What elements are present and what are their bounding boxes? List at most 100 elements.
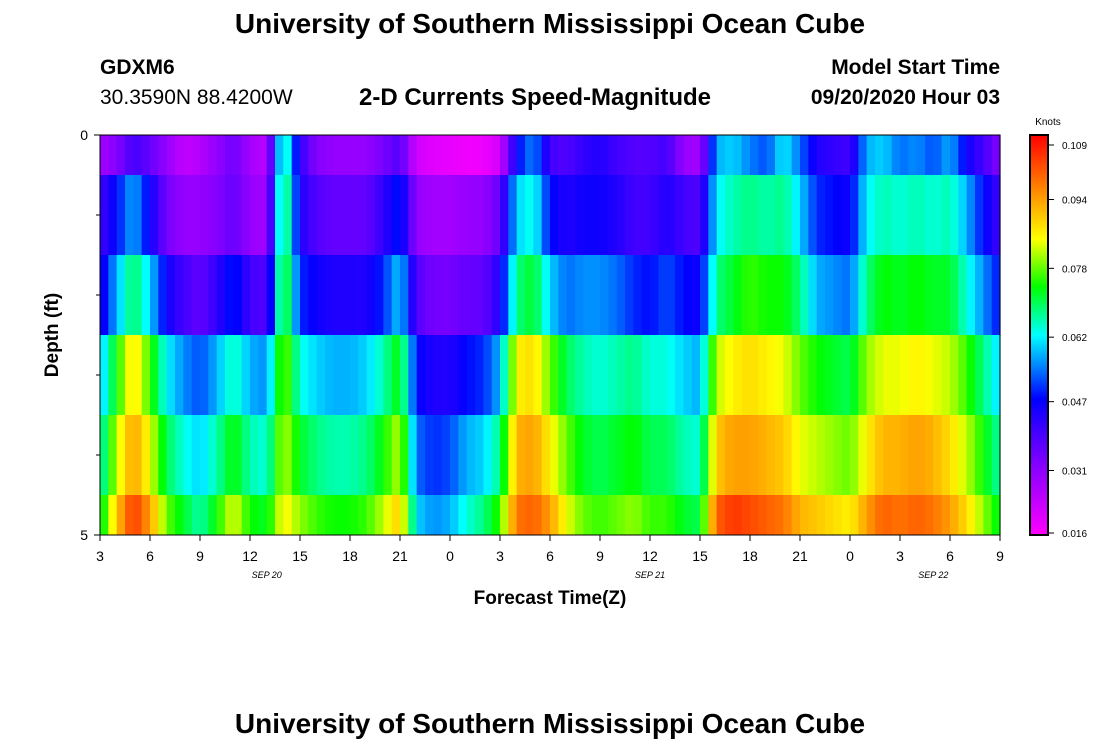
heatmap-cell: [333, 495, 343, 536]
heatmap-cell: [658, 415, 668, 496]
colorbar-tick-label: 0.062: [1062, 333, 1087, 344]
heatmap-cell: [475, 415, 484, 496]
heatmap-cell: [950, 415, 959, 496]
heatmap-cell: [891, 335, 901, 416]
heatmap-cell: [850, 415, 859, 496]
heatmap-cell: [791, 175, 801, 256]
heatmap-cell: [258, 255, 268, 336]
heatmap-cell: [825, 255, 834, 336]
heatmap-cell: [800, 495, 809, 536]
heatmap-cell: [791, 335, 801, 416]
heatmap-cell: [983, 255, 993, 336]
heatmap-cell: [125, 335, 134, 416]
heatmap-cell: [158, 415, 168, 496]
colorbar-ticks: 0.109 0.094 0.078 0.062 0.047 0.031 0.016: [1048, 141, 1087, 540]
heatmap-cell: [450, 175, 459, 256]
heatmap-cell: [558, 415, 568, 496]
heatmap-cell: [383, 495, 393, 536]
heatmap-cell: [566, 255, 576, 336]
heatmap-cell: [275, 175, 284, 256]
heatmap-cell: [433, 135, 443, 176]
heatmap-cell: [691, 175, 701, 256]
heatmap-cell: [808, 335, 818, 416]
heatmap-cell: [775, 175, 784, 256]
heatmap-cell: [966, 255, 976, 336]
heatmap-cell: [733, 415, 743, 496]
heatmap-cell: [341, 255, 351, 336]
heatmap-cell: [200, 255, 209, 336]
heatmap-cell: [833, 495, 843, 536]
heatmap-cell: [333, 335, 343, 416]
heatmap-cell: [400, 135, 409, 176]
heatmap-cell: [116, 415, 126, 496]
heatmap-cell: [725, 335, 734, 416]
heatmap-cell: [391, 255, 401, 336]
heatmap-cell: [450, 255, 459, 336]
heatmap-cell: [700, 335, 709, 416]
heatmap-cell: [441, 135, 451, 176]
heatmap-cell: [808, 495, 818, 536]
heatmap-cell: [308, 495, 318, 536]
heatmap-cell: [933, 175, 943, 256]
heatmap-cell: [208, 335, 218, 416]
heatmap-cell: [333, 135, 343, 176]
heatmap-cell: [133, 415, 143, 496]
heatmap-cell: [233, 415, 243, 496]
x-tick-label: 6: [546, 548, 554, 564]
heatmap-cell: [675, 255, 684, 336]
heatmap-cell: [300, 135, 309, 176]
heatmap-cell: [825, 135, 834, 176]
heatmap-cell: [616, 415, 626, 496]
heatmap-cell: [941, 495, 951, 536]
heatmap-cell: [633, 135, 643, 176]
heatmap-cell: [925, 255, 934, 336]
heatmap-cell: [716, 335, 726, 416]
heatmap-cell: [666, 255, 676, 336]
heatmap-cell: [933, 335, 943, 416]
heatmap-cell: [408, 255, 418, 336]
heatmap-cell: [950, 135, 959, 176]
heatmap-cell: [200, 415, 209, 496]
heatmap-cell: [566, 335, 576, 416]
heatmap-cell: [866, 135, 876, 176]
heatmap-cell: [475, 495, 484, 536]
heatmap-cell: [316, 175, 326, 256]
heatmap-cell: [900, 415, 909, 496]
heatmap-cell: [866, 495, 876, 536]
heatmap-cell: [233, 135, 243, 176]
heatmap-cell: [408, 135, 418, 176]
heatmap-cell: [216, 135, 226, 176]
heatmap-cell: [258, 175, 268, 256]
heatmap-cell: [591, 335, 601, 416]
heatmap-cell: [850, 495, 859, 536]
heatmap-cell: [275, 135, 284, 176]
heatmap-cell: [100, 175, 109, 256]
heatmap-cell: [633, 335, 643, 416]
heatmap-cell: [866, 175, 876, 256]
heatmap-cell: [775, 495, 784, 536]
heatmap-cell: [683, 335, 693, 416]
heatmap-cell: [725, 495, 734, 536]
heatmap-cell: [616, 135, 626, 176]
heatmap-cell: [166, 415, 176, 496]
heatmap-cell: [500, 495, 509, 536]
heatmap-cell: [950, 255, 959, 336]
heatmap-cell: [216, 415, 226, 496]
heatmap-cell: [600, 255, 609, 336]
heatmap-cell: [466, 415, 476, 496]
heatmap-cell: [808, 415, 818, 496]
heatmap-cell: [150, 495, 159, 536]
heatmap-cell: [733, 135, 743, 176]
heatmap-cell: [383, 255, 393, 336]
heatmap-cell: [491, 335, 501, 416]
heatmap-cell: [875, 495, 884, 536]
heatmap-cell: [666, 175, 676, 256]
heatmap-cell: [183, 135, 193, 176]
heatmap-cell: [608, 135, 618, 176]
heatmap-cell: [725, 255, 734, 336]
heatmap-cell: [633, 255, 643, 336]
heatmap-cell: [900, 335, 909, 416]
heatmap-cell: [150, 415, 159, 496]
heatmap-cell: [516, 175, 526, 256]
heatmap-cell: [625, 335, 634, 416]
